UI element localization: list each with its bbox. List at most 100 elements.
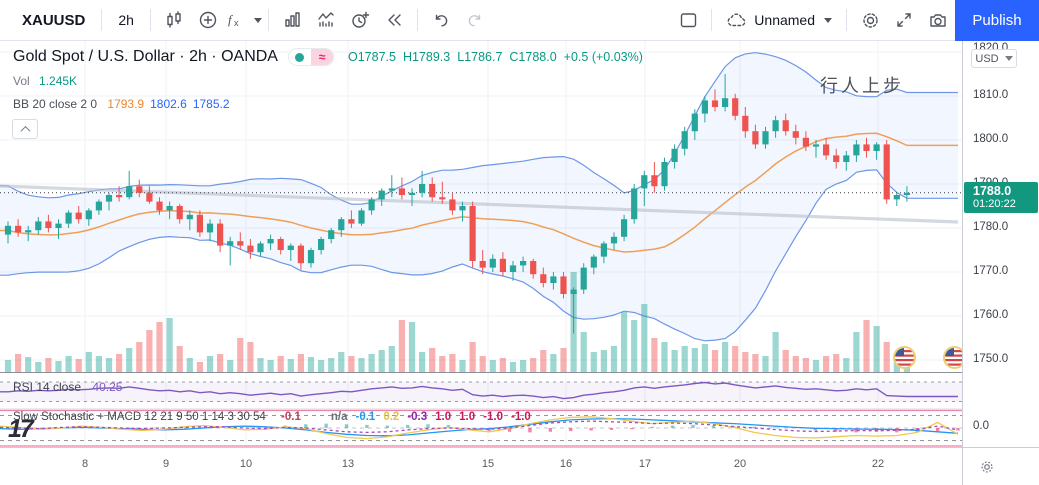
fundamentals-columns-icon[interactable] (275, 3, 309, 37)
us-flag-event-icon[interactable] (943, 346, 966, 369)
fullscreen-icon[interactable] (887, 3, 921, 37)
currency-selector[interactable]: USD (971, 49, 1017, 68)
price-axis-label: 1810.0 (973, 89, 1009, 101)
stoch-macd-label: Slow Stochastic + MACD 12 21 9 50 1 14 3… (13, 411, 266, 423)
time-axis-corner (962, 448, 1039, 485)
marks-toggle[interactable]: ≈ (287, 48, 334, 66)
price-axis-label: 1760.0 (973, 309, 1009, 321)
toolbar-separator (711, 9, 713, 31)
bollinger-legend[interactable]: BB 20 close 2 0 1793.9 1802.6 1785.2 (13, 97, 236, 111)
toolbar-separator (846, 9, 847, 31)
time-axis-label: 8 (81, 458, 89, 470)
chart-pane[interactable]: Gold Spot / U.S. Dollar · 2h · OANDA ≈ O… (0, 41, 966, 447)
stoch-macd-value: 0.2 (383, 411, 400, 423)
approx-marker-icon[interactable]: ≈ (310, 49, 333, 65)
bb-value: 1785.2 (192, 97, 230, 111)
chart-text-annotation[interactable]: 行人上步 (820, 76, 904, 96)
ohlc-item: +0.5 (+0.03%) (563, 50, 643, 64)
price-chart-canvas[interactable] (0, 41, 962, 447)
toolbar-separator (101, 9, 103, 31)
volume-value: 1.245K (39, 74, 78, 88)
volume-legend[interactable]: Vol 1.245K (13, 74, 77, 88)
ohlc-item: O1787.5 (347, 50, 396, 64)
time-axis-label: 9 (162, 458, 170, 470)
tradingview-watermark-logo: 17 (8, 415, 34, 443)
stoch-macd-value: n/a (330, 411, 348, 423)
stoch-macd-legend[interactable]: Slow Stochastic + MACD 12 21 9 50 1 14 3… (13, 411, 531, 423)
alert-add-icon[interactable] (343, 3, 377, 37)
chevron-down-icon (253, 17, 262, 23)
time-axis[interactable]: 8 9 10 13 15 16 17 20 22 (0, 447, 1039, 485)
time-axis-label: 17 (638, 458, 652, 470)
undo-icon[interactable] (424, 3, 458, 37)
toolbar-separator (149, 9, 151, 31)
bb-value: 1793.9 (107, 97, 145, 111)
symbol-button[interactable]: XAUUSD (22, 11, 86, 29)
bollinger-label: BB 20 close 2 0 (13, 97, 98, 111)
macd-axis-value: 0.0 (973, 420, 989, 432)
time-axis-label: 13 (341, 458, 355, 470)
snapshot-camera-icon[interactable] (921, 3, 955, 37)
price-axis-label: 1800.0 (973, 133, 1009, 145)
chevron-down-icon (1004, 56, 1013, 61)
bar-replay-icon[interactable] (377, 3, 411, 37)
last-price-badge: 1788.0 01:20:22 (964, 182, 1038, 213)
stoch-macd-value: -0.1 (355, 411, 376, 423)
chevron-down-icon (824, 17, 832, 23)
ohlc-values: O1787.5 H1789.3 L1786.7 C1788.0 +0.5 (+0.03%… (348, 50, 643, 64)
pane-collapse-button[interactable] (12, 119, 38, 139)
indicator-templates-icon[interactable] (309, 3, 343, 37)
stoch-macd-value: 1.0 (435, 411, 452, 423)
chart-style-candles-icon[interactable] (157, 3, 191, 37)
last-price-value: 1788.0 (973, 184, 1012, 198)
price-axis-label: 1770.0 (973, 265, 1009, 277)
chevron-up-icon (20, 125, 30, 136)
price-axis-label: 1750.0 (973, 353, 1009, 365)
compare-add-icon[interactable] (191, 3, 225, 37)
stoch-macd-values: -0.1 n/a -0.1 0.2 -0.3 1.0 1.0 -1.0 -1.0 (269, 411, 531, 423)
cloud-icon (727, 13, 746, 27)
publish-button[interactable]: Publish (955, 0, 1039, 41)
volume-label: Vol (13, 74, 30, 88)
svg-text:f: f (228, 12, 234, 27)
price-axis[interactable]: 1820.0 USD 1810.01800.01790.01780.01770.… (962, 41, 1039, 447)
ohlc-item: L1786.7 (457, 50, 503, 64)
ohlc-item: H1789.3 (402, 50, 451, 64)
stoch-macd-value: -1.0 (483, 411, 503, 423)
toolbar-separator (267, 9, 269, 31)
time-axis-label: 16 (559, 458, 573, 470)
interval-button[interactable]: 2h (118, 12, 134, 28)
time-axis-label: 20 (733, 458, 747, 470)
time-axis-label: 22 (871, 458, 885, 470)
layout-name-button[interactable]: Unnamed (718, 3, 840, 37)
stoch-macd-value: 1.0 (459, 411, 476, 423)
bb-value: 1802.6 (150, 97, 187, 111)
stoch-macd-value: -0.3 (407, 411, 428, 423)
time-axis-label: 15 (481, 458, 495, 470)
timezone-gear-icon[interactable] (979, 459, 995, 475)
currency-label: USD (975, 52, 999, 65)
stoch-macd-value: -0.1 (281, 411, 301, 423)
time-axis-label: 10 (239, 458, 253, 470)
redo-icon[interactable] (458, 3, 492, 37)
rsi-value: 40.25 (92, 380, 123, 394)
price-axis-label: 1780.0 (973, 221, 1009, 233)
toolbar-separator (416, 9, 418, 31)
symbol-title: Gold Spot / U.S. Dollar · 2h · OANDA (13, 48, 278, 65)
rsi-legend[interactable]: RSI 14 close 40.25 (13, 380, 122, 394)
bar-countdown: 01:20:22 (973, 198, 1016, 210)
dot-marker-icon[interactable] (288, 49, 311, 65)
stoch-macd-value: -1.0 (510, 411, 531, 423)
bollinger-values: 1793.9 1802.6 1785.2 (107, 97, 235, 111)
svg-text:x: x (234, 18, 239, 28)
layout-select-icon[interactable] (671, 3, 705, 37)
layout-name-label: Unnamed (754, 12, 815, 28)
symbol-legend[interactable]: Gold Spot / U.S. Dollar · 2h · OANDA ≈ O… (13, 48, 643, 66)
us-flag-event-icon[interactable] (893, 346, 916, 369)
ohlc-item: C1788.0 (509, 50, 557, 64)
settings-gear-icon[interactable] (853, 3, 887, 37)
rsi-label: RSI 14 close (13, 380, 82, 394)
